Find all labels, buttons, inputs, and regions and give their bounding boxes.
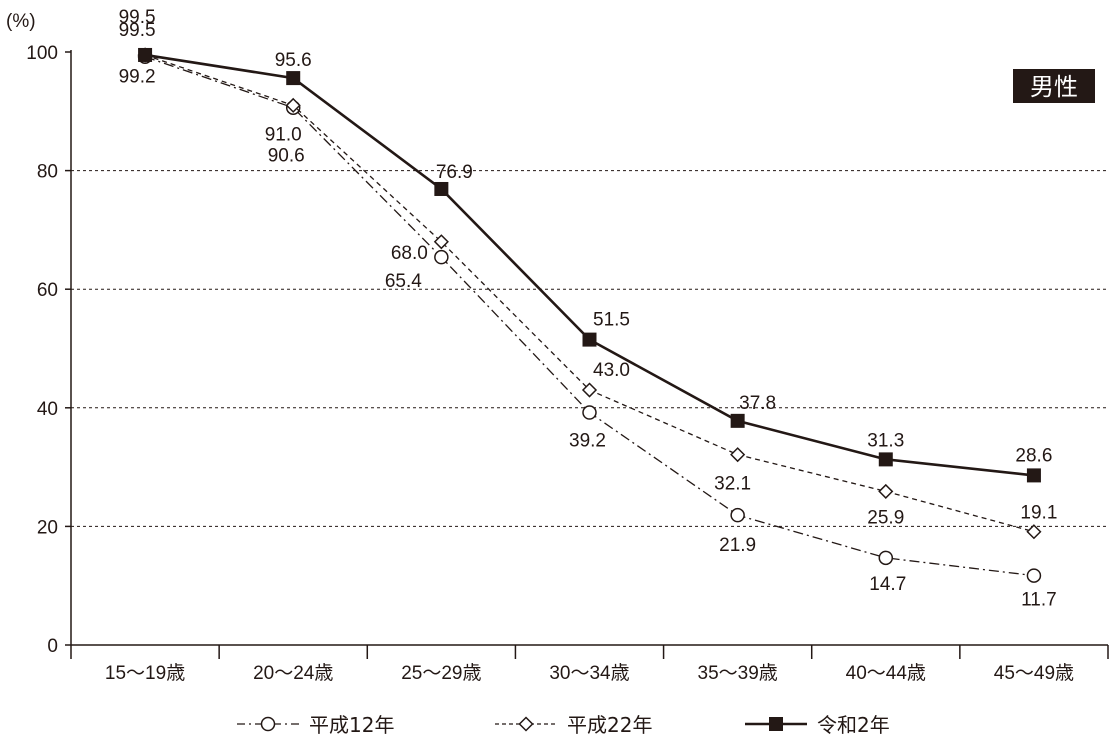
y-tick-label: 20	[37, 517, 58, 538]
gender-badge-label: 男性	[1030, 73, 1078, 101]
data-label: 31.3	[867, 430, 904, 451]
legend-item: 平成12年	[237, 713, 394, 737]
data-point	[582, 332, 597, 347]
legend-item: 平成22年	[495, 713, 652, 737]
data-point	[730, 413, 745, 428]
x-tick-label: 25〜29歳	[401, 662, 481, 684]
legend-label: 令和2年	[817, 713, 890, 737]
legend-marker	[260, 716, 276, 732]
data-label: 32.1	[714, 474, 751, 495]
data-point	[581, 382, 598, 398]
data-label: 51.5	[593, 310, 630, 331]
data-label: 37.8	[739, 393, 776, 414]
data-label: 99.5	[119, 7, 156, 28]
y-tick-label: 80	[37, 162, 58, 183]
x-tick-label: 30〜34歳	[549, 662, 629, 684]
data-point	[582, 405, 597, 420]
data-point	[434, 249, 449, 265]
legend-label: 平成12年	[309, 713, 394, 737]
y-axis-unit-label: (%)	[6, 11, 36, 32]
data-label: 90.6	[268, 146, 305, 167]
data-label: 99.5	[119, 20, 156, 41]
data-label: 25.9	[867, 507, 904, 528]
data-point	[1026, 524, 1042, 540]
y-tick-label: 60	[37, 280, 58, 301]
data-label: 39.2	[569, 431, 606, 452]
data-label: 21.9	[719, 535, 756, 556]
data-label: 14.7	[869, 574, 906, 595]
data-label: 43.0	[593, 360, 630, 381]
data-point	[286, 71, 301, 86]
series-2	[137, 47, 1042, 540]
legend-item: 令和2年	[745, 713, 890, 737]
data-label: 95.6	[275, 50, 312, 71]
data-label: 68.0	[391, 243, 428, 264]
data-point	[730, 447, 746, 463]
data-point	[285, 97, 301, 113]
legend-marker	[518, 716, 534, 732]
data-label: 99.2	[119, 67, 156, 88]
legend: 平成12年 平成22年 令和2年	[237, 713, 890, 737]
data-point	[878, 483, 894, 499]
gender-badge: 男性	[1013, 69, 1095, 103]
data-point	[433, 234, 449, 250]
x-tick-label: 45〜49歳	[994, 662, 1074, 684]
legend-marker	[769, 717, 783, 731]
data-point	[138, 47, 153, 62]
x-tick-label: 35〜39歳	[698, 662, 778, 684]
data-label: 91.0	[265, 124, 302, 145]
gender-badge-background	[1013, 69, 1095, 103]
y-tick-label: 40	[37, 399, 58, 420]
x-tick-label: 15〜19歳	[105, 662, 185, 684]
data-point	[1026, 568, 1042, 583]
data-point	[878, 550, 894, 566]
y-tick-label: 0	[47, 636, 58, 657]
data-point	[878, 452, 893, 467]
series-3	[138, 47, 1041, 483]
y-tick-label: 100	[26, 43, 58, 64]
data-label: 65.4	[385, 271, 422, 292]
data-point	[1026, 468, 1041, 483]
x-tick-label: 20〜24歳	[253, 662, 333, 684]
data-label: 11.7	[1021, 590, 1057, 611]
data-label: 28.6	[1015, 445, 1052, 466]
data-label: 76.9	[436, 162, 473, 183]
data-point	[730, 507, 745, 523]
data-point	[434, 181, 449, 196]
data-label: 19.1	[1020, 503, 1057, 524]
legend-label: 平成22年	[567, 713, 652, 737]
x-tick-label: 40〜44歳	[846, 662, 926, 684]
